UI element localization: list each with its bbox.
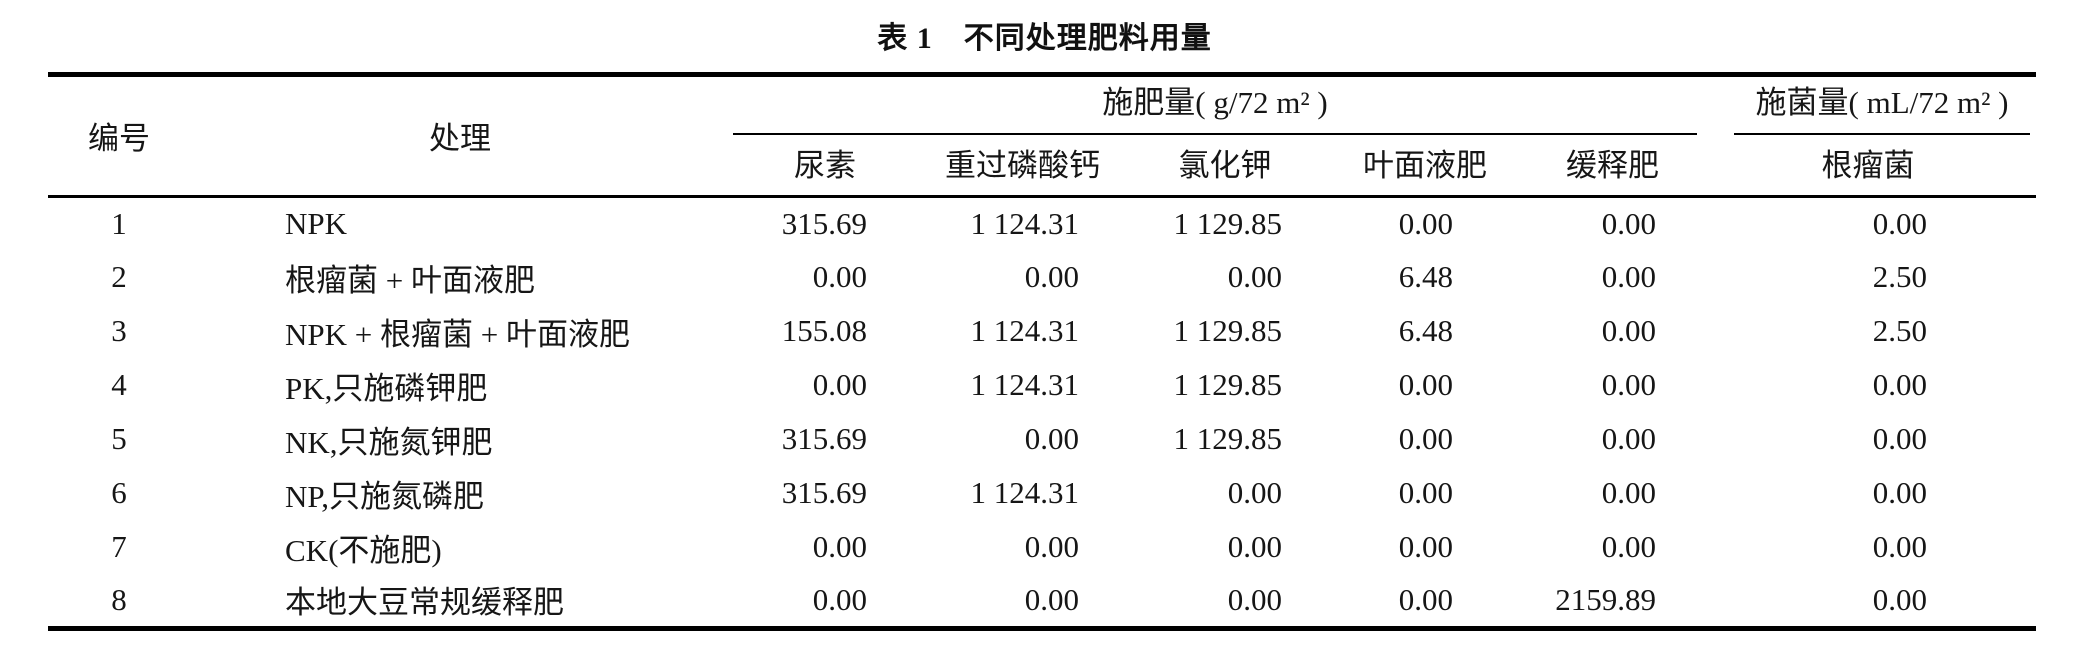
value-triple-superphosphate: 1 124.31: [970, 367, 1080, 402]
value-foliar-fertilizer: 6.48: [1398, 259, 1453, 294]
treatment-cell: NPK + 根瘤菌 + 叶面液肥: [285, 316, 630, 352]
value-rhizobium: 2.50: [1872, 313, 1928, 348]
value-rhizobium: 0.00: [1872, 367, 1928, 402]
value-urea: 155.08: [781, 313, 867, 348]
value-rhizobium: 2.50: [1872, 259, 1928, 294]
table-header: 编号 处理 施肥量( g/72 m² ) 施菌量( mL/72 m² ) 尿素 …: [48, 74, 2037, 198]
value-slow-release: 0.00: [1601, 313, 1657, 348]
value-triple-superphosphate: 1 124.31: [970, 205, 1080, 241]
treatment-cell: NP,只施氮磷肥: [285, 478, 484, 514]
value-rhizobium: 0.00: [1872, 205, 1928, 241]
table-row: 5 NK,只施氮钾肥 315.69 0.00 1 129.85 0.00 0.0…: [48, 412, 2036, 466]
value-slow-release: 0.00: [1601, 367, 1657, 402]
value-foliar-fertilizer: 0.00: [1398, 475, 1453, 510]
header-triple-superphosphate: 重过磷酸钙: [920, 135, 1125, 198]
table-body: 1 NPK 315.69 1 124.31 1 129.85 0.00 0.00…: [48, 196, 2036, 628]
treatment-cell: PK,只施磷钾肥: [285, 370, 488, 406]
value-foliar-fertilizer: 0.00: [1398, 421, 1453, 456]
value-urea: 0.00: [812, 581, 867, 617]
header-fertilizer-group: 施肥量( g/72 m² ): [730, 75, 1700, 135]
header-sub-row: 尿素 重过磷酸钙 氯化钾 叶面液肥 缓释肥 根瘤菌: [48, 135, 2037, 198]
treatment-cell: NK,只施氮钾肥: [285, 424, 493, 460]
table-row: 6 NP,只施氮磷肥 315.69 1 124.31 0.00 0.00 0.0…: [48, 466, 2036, 520]
header-bacteria-group: 施菌量( mL/72 m² ): [1700, 75, 2036, 135]
row-id: 2: [111, 259, 127, 294]
value-rhizobium: 0.00: [1872, 581, 1928, 617]
value-urea: 315.69: [781, 421, 867, 456]
header-foliar-fertilizer: 叶面液肥: [1325, 135, 1525, 198]
value-potassium-chloride: 1 129.85: [1173, 313, 1283, 348]
value-rhizobium: 0.00: [1872, 421, 1928, 456]
row-id: 7: [111, 529, 127, 564]
row-id: 8: [111, 581, 127, 617]
table-title: 表 1 不同处理肥料用量: [877, 22, 1212, 55]
value-foliar-fertilizer: 0.00: [1398, 581, 1453, 617]
value-foliar-fertilizer: 0.00: [1398, 205, 1453, 241]
value-potassium-chloride: 0.00: [1227, 475, 1282, 510]
header-id: 编号: [48, 74, 190, 198]
row-id: 5: [111, 421, 127, 456]
header-urea: 尿素: [730, 135, 920, 198]
value-urea: 0.00: [812, 259, 867, 294]
table-row: 2 根瘤菌 + 叶面液肥 0.00 0.00 0.00 6.48 0.00 2.…: [48, 250, 2036, 304]
header-rhizobium: 根瘤菌: [1700, 135, 2037, 198]
value-potassium-chloride: 0.00: [1227, 581, 1282, 617]
value-urea: 0.00: [812, 367, 867, 402]
value-potassium-chloride: 1 129.85: [1173, 421, 1283, 456]
treatment-cell: NPK: [285, 205, 348, 241]
value-slow-release: 0.00: [1601, 259, 1657, 294]
value-foliar-fertilizer: 6.48: [1398, 313, 1453, 348]
fertilizer-amount-table: 编号 处理 施肥量( g/72 m² ) 施菌量( mL/72 m² ) 尿素 …: [48, 72, 2037, 631]
treatment-cell: 根瘤菌 + 叶面液肥: [285, 262, 535, 298]
treatment-cell: 本地大豆常规缓释肥: [285, 585, 564, 621]
value-potassium-chloride: 0.00: [1227, 259, 1282, 294]
header-fertilizer-group-label: 施肥量( g/72 m² ): [733, 77, 1698, 135]
value-triple-superphosphate: 0.00: [1024, 421, 1079, 456]
header-slow-release: 缓释肥: [1525, 135, 1701, 198]
table-row: 1 NPK 315.69 1 124.31 1 129.85 0.00 0.00…: [48, 196, 2036, 250]
row-id: 6: [111, 475, 127, 510]
value-potassium-chloride: 1 129.85: [1173, 205, 1283, 241]
header-potassium-chloride: 氯化钾: [1125, 135, 1325, 198]
value-slow-release: 0.00: [1601, 529, 1657, 564]
value-foliar-fertilizer: 0.00: [1398, 367, 1453, 402]
treatment-cell: CK(不施肥): [285, 532, 442, 568]
header-treatment: 处理: [190, 74, 730, 198]
value-triple-superphosphate: 0.00: [1024, 529, 1079, 564]
value-urea: 0.00: [812, 529, 867, 564]
value-slow-release: 2159.89: [1555, 581, 1657, 617]
value-foliar-fertilizer: 0.00: [1398, 529, 1453, 564]
value-slow-release: 0.00: [1601, 421, 1657, 456]
table-row: 7 CK(不施肥) 0.00 0.00 0.00 0.00 0.00 0.00: [48, 520, 2036, 574]
value-rhizobium: 0.00: [1872, 529, 1928, 564]
table-row: 3 NPK + 根瘤菌 + 叶面液肥 155.08 1 124.31 1 129…: [48, 304, 2036, 358]
header-group-row: 编号 处理 施肥量( g/72 m² ) 施菌量( mL/72 m² ): [48, 74, 2036, 198]
value-urea: 315.69: [781, 205, 867, 241]
value-slow-release: 0.00: [1601, 205, 1657, 241]
table-row: 4 PK,只施磷钾肥 0.00 1 124.31 1 129.85 0.00 0…: [48, 358, 2036, 412]
row-id: 4: [111, 367, 127, 402]
header-bacteria-group-label: 施菌量( mL/72 m² ): [1734, 77, 2031, 135]
row-id: 1: [111, 205, 127, 241]
value-triple-superphosphate: 1 124.31: [970, 475, 1080, 510]
value-rhizobium: 0.00: [1872, 475, 1928, 510]
table-row: 8 本地大豆常规缓释肥 0.00 0.00 0.00 0.00 2159.89 …: [48, 574, 2036, 628]
value-triple-superphosphate: 1 124.31: [970, 313, 1080, 348]
value-urea: 315.69: [781, 475, 867, 510]
row-id: 3: [111, 313, 127, 348]
value-triple-superphosphate: 0.00: [1024, 581, 1079, 617]
value-potassium-chloride: 0.00: [1227, 529, 1282, 564]
value-slow-release: 0.00: [1601, 475, 1657, 510]
value-triple-superphosphate: 0.00: [1024, 259, 1079, 294]
value-potassium-chloride: 1 129.85: [1173, 367, 1283, 402]
